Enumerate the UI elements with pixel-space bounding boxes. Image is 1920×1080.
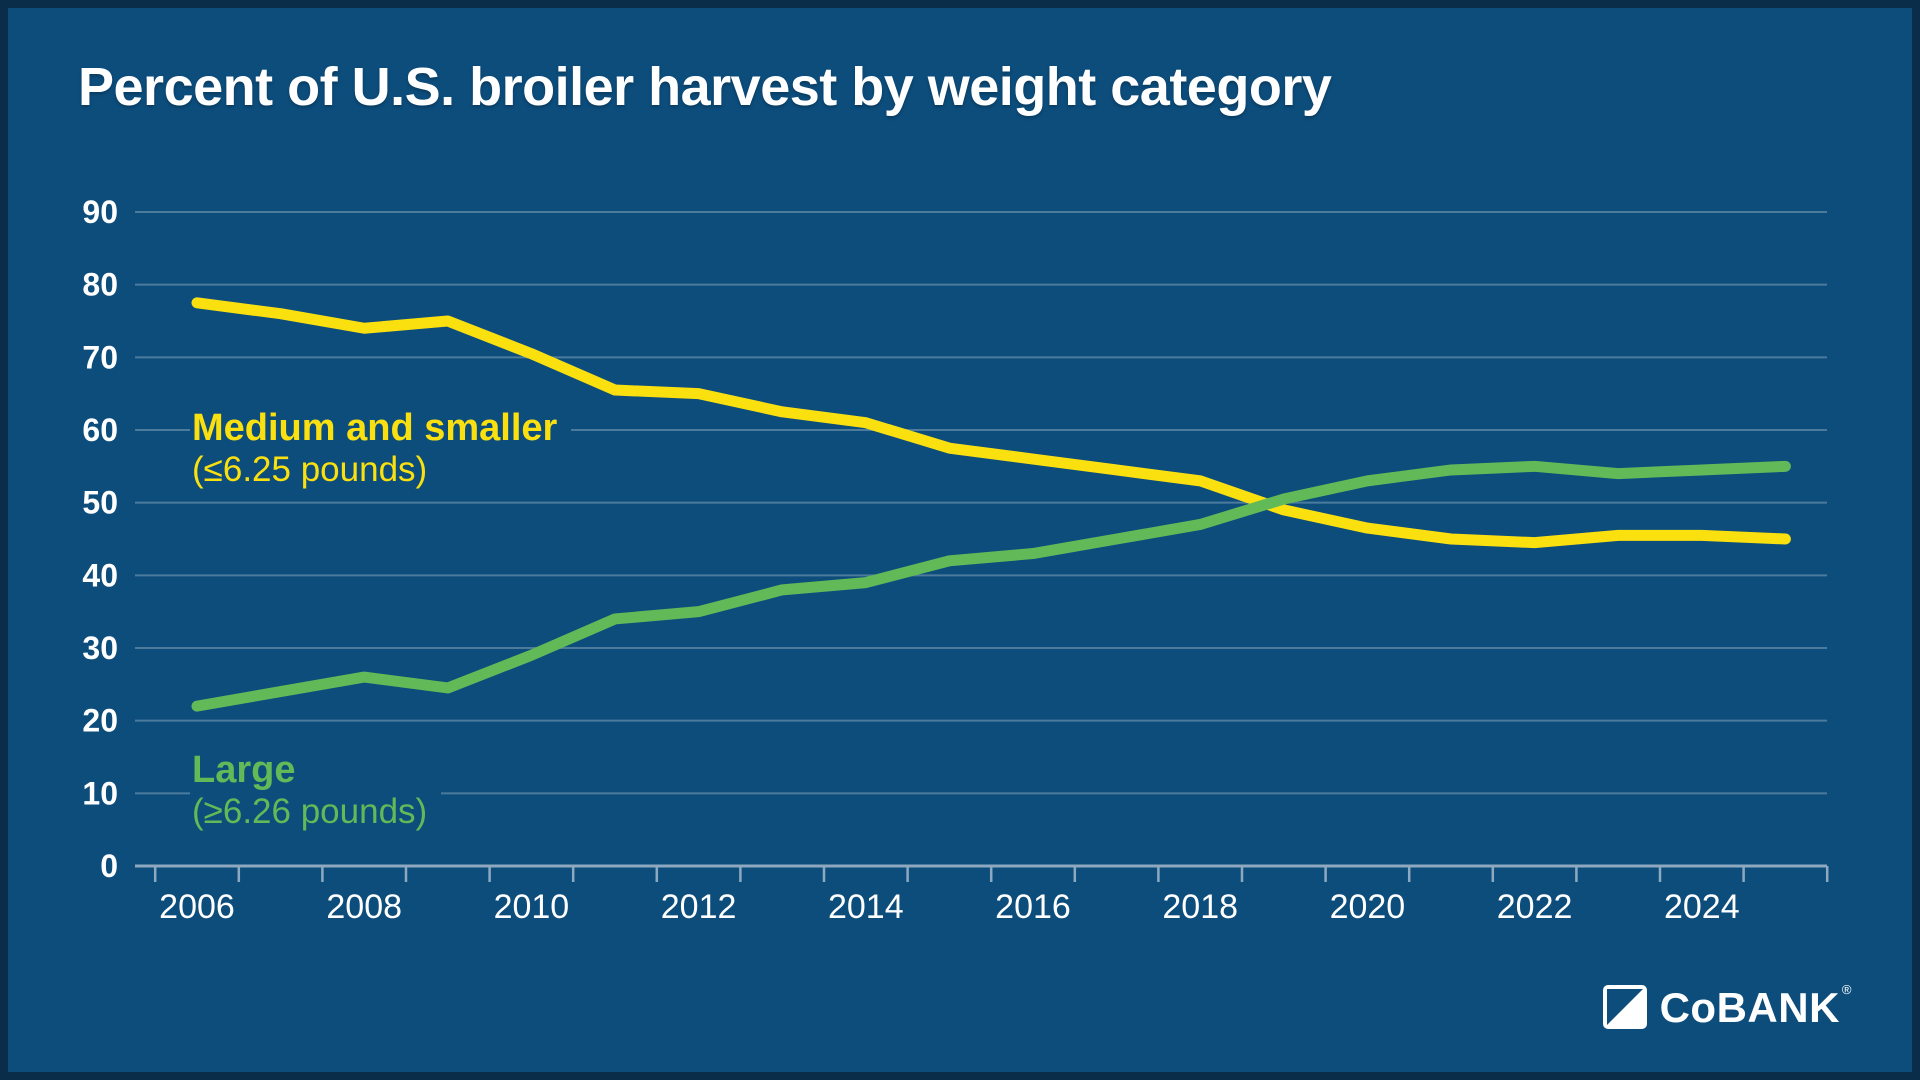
x-tick-label: 2022 bbox=[1497, 888, 1573, 926]
x-tick-label: 2018 bbox=[1162, 888, 1238, 926]
x-tick-label: 2010 bbox=[494, 888, 570, 926]
registered-mark: ® bbox=[1841, 982, 1852, 997]
y-tick-label: 20 bbox=[82, 703, 118, 739]
y-tick-label: 50 bbox=[82, 485, 118, 521]
x-tick-label: 2008 bbox=[326, 888, 402, 926]
x-tick-label: 2020 bbox=[1330, 888, 1406, 926]
chart-title: Percent of U.S. broiler harvest by weigh… bbox=[78, 57, 1332, 117]
x-tick-label: 2016 bbox=[995, 888, 1071, 926]
series-label-medium: Medium and smaller (≤6.25 pounds) bbox=[190, 404, 572, 495]
x-tick-label: 2012 bbox=[661, 888, 737, 926]
series-label-medium-detail: (≤6.25 pounds) bbox=[192, 450, 428, 490]
cobank-logo-mark bbox=[1602, 985, 1647, 1029]
y-tick-label: 10 bbox=[82, 775, 118, 811]
x-tick-label: 2024 bbox=[1664, 888, 1740, 926]
series-label-large-detail: (≥6.26 pounds) bbox=[192, 792, 428, 832]
series-label-large-name: Large bbox=[192, 749, 296, 791]
y-tick-label: 30 bbox=[82, 630, 118, 666]
series-line-large bbox=[191, 460, 1791, 712]
series-line-medium-and-smaller bbox=[191, 297, 1791, 549]
x-tick-label: 2014 bbox=[828, 888, 904, 926]
y-tick-label: 90 bbox=[82, 194, 118, 230]
line-chart: 0 10 20 30 40 50 60 70 80 90 2006 2008 2010 2012 2014 2… bbox=[82, 194, 1829, 926]
series-label-medium-name: Medium and smaller bbox=[192, 407, 558, 449]
series-label-large: Large (≥6.26 pounds) bbox=[190, 746, 442, 837]
y-tick-label: 40 bbox=[82, 557, 118, 593]
cobank-wordmark: CoBANK bbox=[1659, 984, 1840, 1031]
y-tick-label: 0 bbox=[100, 848, 118, 884]
cobank-logo: CoBANK ® bbox=[1602, 982, 1852, 1032]
cobank-logo-text: CoBANK ® bbox=[1660, 982, 1852, 1032]
y-tick-label: 60 bbox=[82, 412, 118, 448]
x-tick-label: 2006 bbox=[159, 888, 235, 926]
y-tick-label: 70 bbox=[82, 339, 118, 375]
y-tick-label: 80 bbox=[82, 267, 118, 303]
